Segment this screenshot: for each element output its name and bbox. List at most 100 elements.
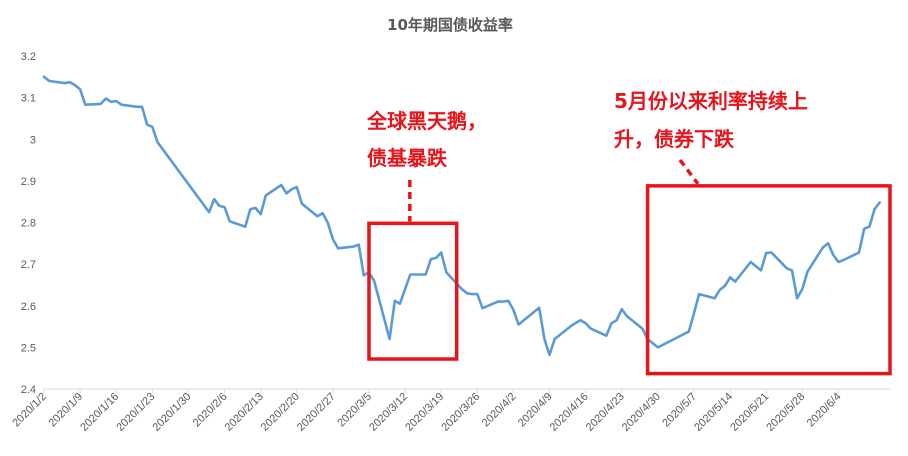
data-point: [569, 325, 571, 328]
data-point: [99, 103, 102, 105]
data-point: [605, 334, 608, 337]
data-point: [435, 257, 437, 259]
data-point: [265, 194, 267, 197]
annotation-text-rate-rise: 5月份以来利率持续上: [614, 89, 808, 113]
data-point: [254, 207, 257, 209]
data-point: [822, 246, 824, 249]
data-point: [440, 251, 443, 254]
data-point: [734, 280, 736, 283]
data-point: [316, 215, 319, 218]
data-point: [156, 141, 159, 143]
data-point: [244, 225, 246, 228]
data-point: [657, 346, 659, 349]
series-line: [42, 75, 882, 357]
y-tick-label: 3: [30, 134, 36, 146]
data-point: [517, 323, 520, 326]
data-point: [120, 103, 123, 106]
annotation-box-rate-rise: [645, 184, 892, 376]
data-point: [301, 203, 303, 205]
data-point: [445, 271, 448, 274]
data-point: [873, 208, 876, 210]
data-point: [548, 354, 551, 356]
data-point: [141, 106, 143, 108]
series-layer: [42, 75, 882, 357]
data-point: [394, 300, 396, 302]
data-point: [146, 123, 148, 126]
data-point: [290, 188, 293, 190]
data-point: [858, 251, 860, 254]
data-point: [842, 259, 845, 261]
data-point: [63, 82, 66, 84]
data-point: [208, 211, 210, 213]
data-point: [832, 254, 835, 256]
data-point: [553, 338, 556, 340]
data-point: [471, 293, 474, 295]
data-point: [115, 100, 117, 102]
y-tick-label: 3.2: [21, 51, 36, 63]
data-point: [806, 270, 809, 273]
y-tick-label: 2.9: [21, 176, 36, 188]
data-point: [404, 288, 406, 290]
data-point: [801, 288, 804, 290]
data-point: [579, 319, 582, 322]
data-point: [430, 258, 432, 260]
data-point: [136, 106, 138, 108]
data-point: [729, 276, 731, 279]
data-point: [105, 97, 107, 100]
data-point: [621, 308, 623, 310]
data-point: [332, 238, 334, 240]
data-point: [827, 242, 829, 245]
data-point: [74, 84, 76, 86]
data-point: [698, 293, 700, 295]
data-point: [688, 330, 690, 333]
data-point: [228, 220, 231, 223]
data-point: [399, 302, 401, 305]
data-point: [755, 265, 757, 268]
data-point: [878, 201, 881, 204]
data-point: [84, 103, 87, 106]
y-tick-label: 3.1: [21, 93, 36, 105]
data-point: [626, 315, 628, 318]
data-point: [610, 322, 613, 325]
data-point: [791, 269, 793, 272]
data-point: [213, 198, 215, 200]
annotation-pointer-rate-rise: [678, 158, 700, 185]
data-point: [724, 285, 726, 287]
y-tick-label: 2.6: [21, 301, 36, 313]
data-point: [48, 80, 50, 82]
data-point: [321, 212, 324, 215]
data-point: [502, 300, 504, 303]
data-point: [110, 101, 112, 103]
data-point: [641, 327, 644, 330]
data-point: [151, 126, 154, 128]
data-point: [43, 76, 45, 78]
data-point: [259, 213, 262, 215]
data-point: [651, 342, 654, 345]
data-point: [409, 273, 412, 276]
data-point: [296, 186, 298, 188]
annotation-text-rate-rise: 升，债券下跌: [614, 127, 735, 151]
data-point: [507, 300, 510, 302]
data-point: [543, 338, 546, 340]
data-point: [337, 247, 339, 250]
data-point: [497, 300, 499, 303]
data-point: [837, 261, 840, 263]
data-point: [749, 261, 752, 263]
annotation-text-black-swan: 全球黑天鹅，: [366, 109, 487, 133]
data-point: [326, 221, 329, 224]
data-point: [770, 251, 773, 254]
data-point: [218, 205, 221, 207]
data-point: [249, 208, 252, 210]
data-point: [796, 297, 798, 300]
y-tick-label: 2.8: [21, 218, 36, 230]
data-point: [765, 252, 767, 254]
data-point: [363, 274, 365, 277]
data-point: [69, 81, 71, 83]
data-point: [223, 206, 226, 208]
chart-title: 10年期国债收益率: [387, 16, 513, 34]
data-point: [615, 319, 618, 322]
data-point: [357, 243, 360, 246]
